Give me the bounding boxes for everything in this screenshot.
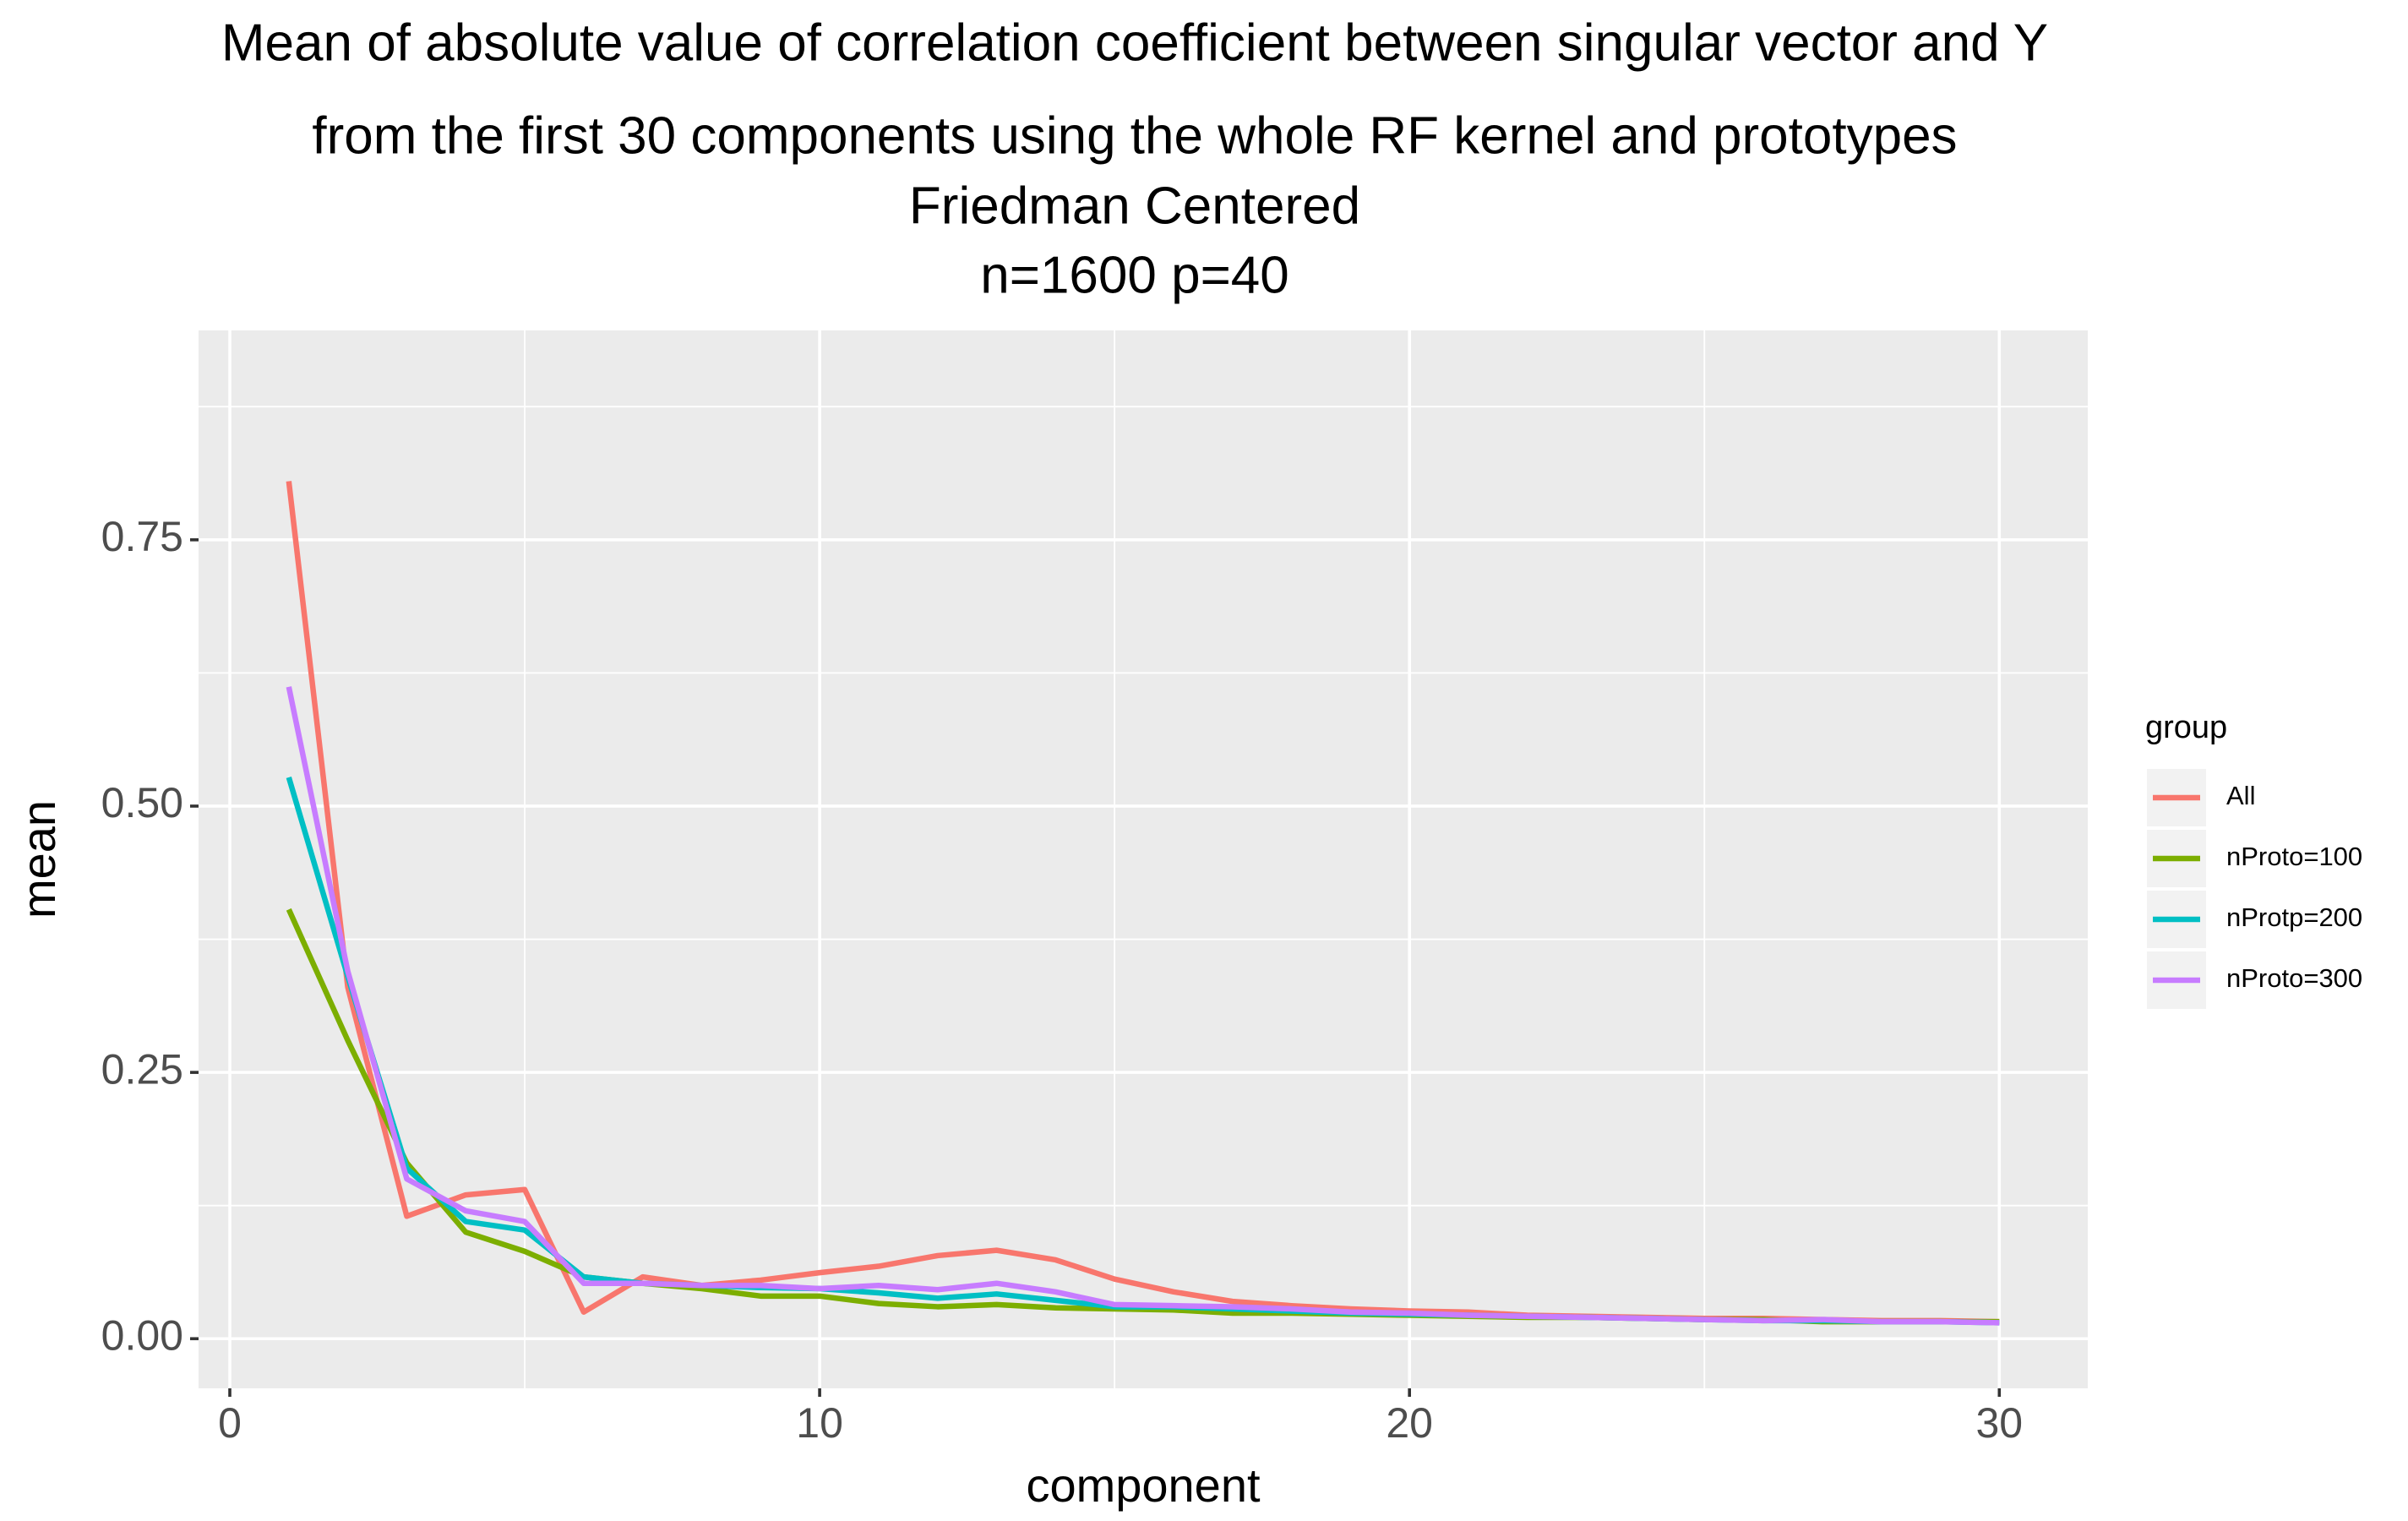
legend-label: All — [2226, 781, 2255, 810]
y-tick-label: 0.50 — [101, 779, 183, 826]
chart-title: Friedman Centered — [909, 177, 1360, 235]
chart-title: from the first 30 components using the w… — [312, 106, 1957, 165]
x-tick-label: 0 — [218, 1399, 242, 1447]
legend-title: group — [2145, 710, 2227, 745]
plot-panel — [199, 330, 2088, 1388]
x-axis-title: component — [1026, 1458, 1261, 1512]
data-line — [286, 686, 2000, 1326]
x-tick-label: 20 — [1386, 1399, 1433, 1447]
x-tick-label: 30 — [1975, 1399, 2023, 1447]
y-axis-title: mean — [12, 800, 65, 919]
legend-label: nProto=300 — [2226, 963, 2362, 993]
y-tick-label: 0.75 — [101, 513, 183, 560]
legend-label: nProtp=200 — [2226, 902, 2362, 932]
y-tick-label: 0.00 — [101, 1311, 183, 1359]
chart-title: n=1600 p=40 — [980, 246, 1289, 304]
x-tick-label: 10 — [796, 1399, 843, 1447]
chart-title: Mean of absolute value of correlation co… — [221, 14, 2048, 72]
y-tick-label: 0.25 — [101, 1045, 183, 1093]
legend-label: nProto=100 — [2226, 842, 2362, 871]
